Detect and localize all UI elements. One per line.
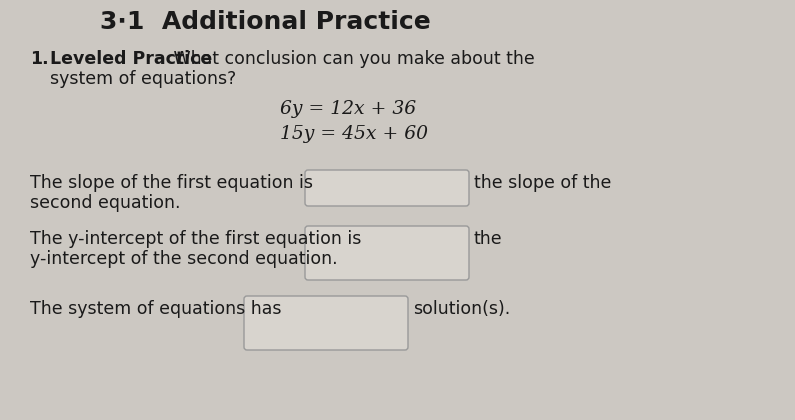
Text: What conclusion can you make about the: What conclusion can you make about the [168, 50, 535, 68]
Text: Leveled Practice: Leveled Practice [50, 50, 212, 68]
Text: 1.: 1. [30, 50, 48, 68]
Text: 3⋅1  Additional Practice: 3⋅1 Additional Practice [100, 10, 431, 34]
FancyBboxPatch shape [305, 226, 469, 280]
FancyBboxPatch shape [305, 170, 469, 206]
Text: the: the [474, 230, 502, 248]
Text: The slope of the first equation is: The slope of the first equation is [30, 174, 313, 192]
Text: system of equations?: system of equations? [50, 70, 236, 88]
Text: the slope of the: the slope of the [474, 174, 611, 192]
Text: The y-intercept of the first equation is: The y-intercept of the first equation is [30, 230, 362, 248]
Text: 6y = 12x + 36: 6y = 12x + 36 [280, 100, 416, 118]
Text: solution(s).: solution(s). [413, 300, 510, 318]
Text: 15y = 45x + 60: 15y = 45x + 60 [280, 125, 428, 143]
Text: y-intercept of the second equation.: y-intercept of the second equation. [30, 250, 338, 268]
Text: The system of equations has: The system of equations has [30, 300, 281, 318]
FancyBboxPatch shape [244, 296, 408, 350]
Text: second equation.: second equation. [30, 194, 180, 212]
